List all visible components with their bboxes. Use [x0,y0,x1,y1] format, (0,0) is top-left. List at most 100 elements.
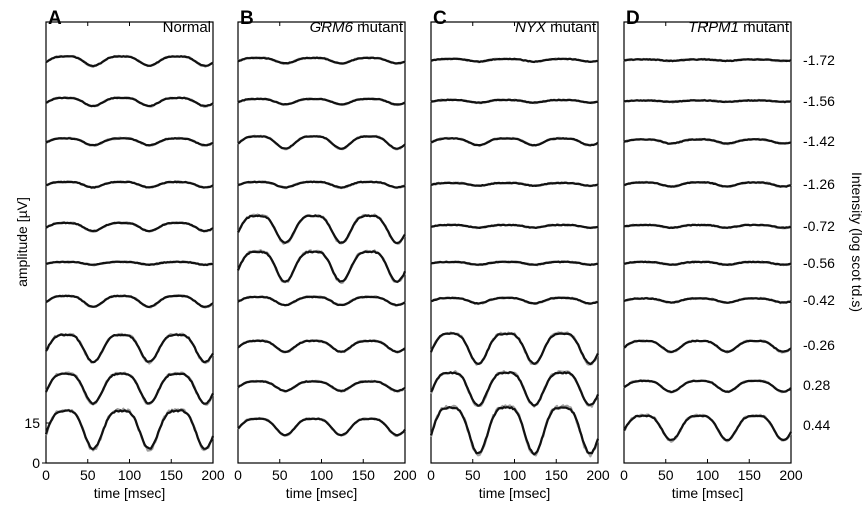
panel-frame [45,21,214,464]
x-tick-label: 200 [201,467,225,483]
panel-letter: C [433,8,447,29]
trace-fit [430,98,599,104]
trace-fit [430,371,600,407]
x-axis-label: time [msec] [672,485,744,501]
trace-fit [623,223,792,229]
intensity-label: -1.72 [803,52,835,68]
gene-name: GRM6 [310,19,354,36]
trace-fit [429,406,600,456]
intensity-label: -0.42 [803,292,835,308]
intensity-label: 0.28 [803,377,830,393]
panel-frame [430,21,599,464]
panel-title: TRPM1 mutant [688,19,790,36]
intensity-label: -1.26 [803,176,835,192]
x-tick-label: 150 [160,467,184,483]
trace-fit [45,260,214,266]
intensity-label: -1.56 [803,93,835,109]
x-axis-label: time [msec] [94,485,166,501]
trace-fit [430,260,598,267]
trace-fit [623,379,792,394]
panel-title: Normal [163,19,211,36]
panel-letter: A [48,8,62,29]
panel-condition: Normal [163,19,211,36]
x-tick-label: 0 [42,467,50,483]
x-axis-label: time [msec] [479,485,551,501]
y-tick-label: 0 [32,455,40,471]
intensity-label: 0.44 [803,417,830,433]
trace-fit [237,135,406,150]
trace-fit [623,58,792,63]
trace-fit [45,55,214,68]
x-tick-label: 100 [696,467,720,483]
panel-c: C NYX mutant 0 50 100 150 200 time [msec] [427,8,610,501]
x-tick-label: 200 [393,467,417,483]
trace-fit [237,417,406,437]
panel-a: A Normal 0 50 100 150 200 time [msec] [42,8,225,501]
trace-fit [429,332,599,366]
trace-fit [237,180,406,189]
x-tick-label: 100 [310,467,334,483]
trace-fit [430,181,599,187]
trace-fit [237,56,406,65]
trace-fit [237,380,406,393]
trace-fit [623,297,792,304]
trace-fit [45,294,214,309]
x-tick-label: 200 [586,467,610,483]
trace-fit [45,180,214,189]
trace-fit [430,296,599,305]
x-tick-label: 50 [272,467,288,483]
panel-frame [237,21,406,464]
x-tick-label: 50 [80,467,96,483]
x-tick-label: 0 [427,467,435,483]
panel-condition: mutant [739,19,790,36]
x-tick-label: 50 [658,467,674,483]
trace-fit [237,295,406,307]
trace-fit [45,137,214,147]
trace-fit [236,250,407,283]
panel-title: NYX mutant [515,19,597,36]
trace-fit [430,137,599,147]
trace-fit [430,223,599,229]
y-tick-label: 15 [24,415,40,431]
gene-name: TRPM1 [688,19,739,36]
panel-letter: B [240,8,254,29]
x-tick-label: 0 [234,467,242,483]
gene-name: NYX [515,19,547,36]
intensity-label: -0.26 [803,337,835,353]
trace-fit [45,221,214,233]
right-axis-label: Intensity (log scot td.s) [849,172,865,312]
trace-fit [237,97,406,106]
trace-fit [623,414,792,442]
panel-letter: D [626,8,640,29]
trace-fit [430,57,599,64]
y-axis-label: amplitude [µV] [14,197,30,287]
trace-fit [44,409,215,451]
x-tick-label: 150 [352,467,376,483]
trace-fit [623,339,792,354]
x-tick-label: 100 [503,467,527,483]
trace-fit [623,260,792,266]
x-tick-label: 150 [738,467,762,483]
trace-fit [623,138,792,145]
trace-fit [45,96,214,108]
trace-fit [623,181,792,188]
x-tick-label: 200 [779,467,803,483]
x-tick-label: 100 [118,467,142,483]
panel-condition: mutant [353,19,404,36]
panel-title: GRM6 mutant [310,19,404,36]
x-axis-label: time [msec] [286,485,358,501]
panel-condition: mutant [546,19,597,36]
trace-fit [45,333,214,364]
trace-fit [237,214,406,245]
intensity-label: -0.72 [803,218,835,234]
intensity-label: -1.42 [803,133,835,149]
x-tick-label: 0 [620,467,628,483]
trace-fit [624,99,792,104]
x-tick-label: 50 [465,467,481,483]
intensity-label: -0.56 [803,255,835,271]
panel-frame [623,21,792,464]
x-tick-label: 150 [545,467,569,483]
panel-d: D TRPM1 mutant 0 50 100 150 200 time [msec] [620,8,803,501]
trace-fit [237,339,406,353]
